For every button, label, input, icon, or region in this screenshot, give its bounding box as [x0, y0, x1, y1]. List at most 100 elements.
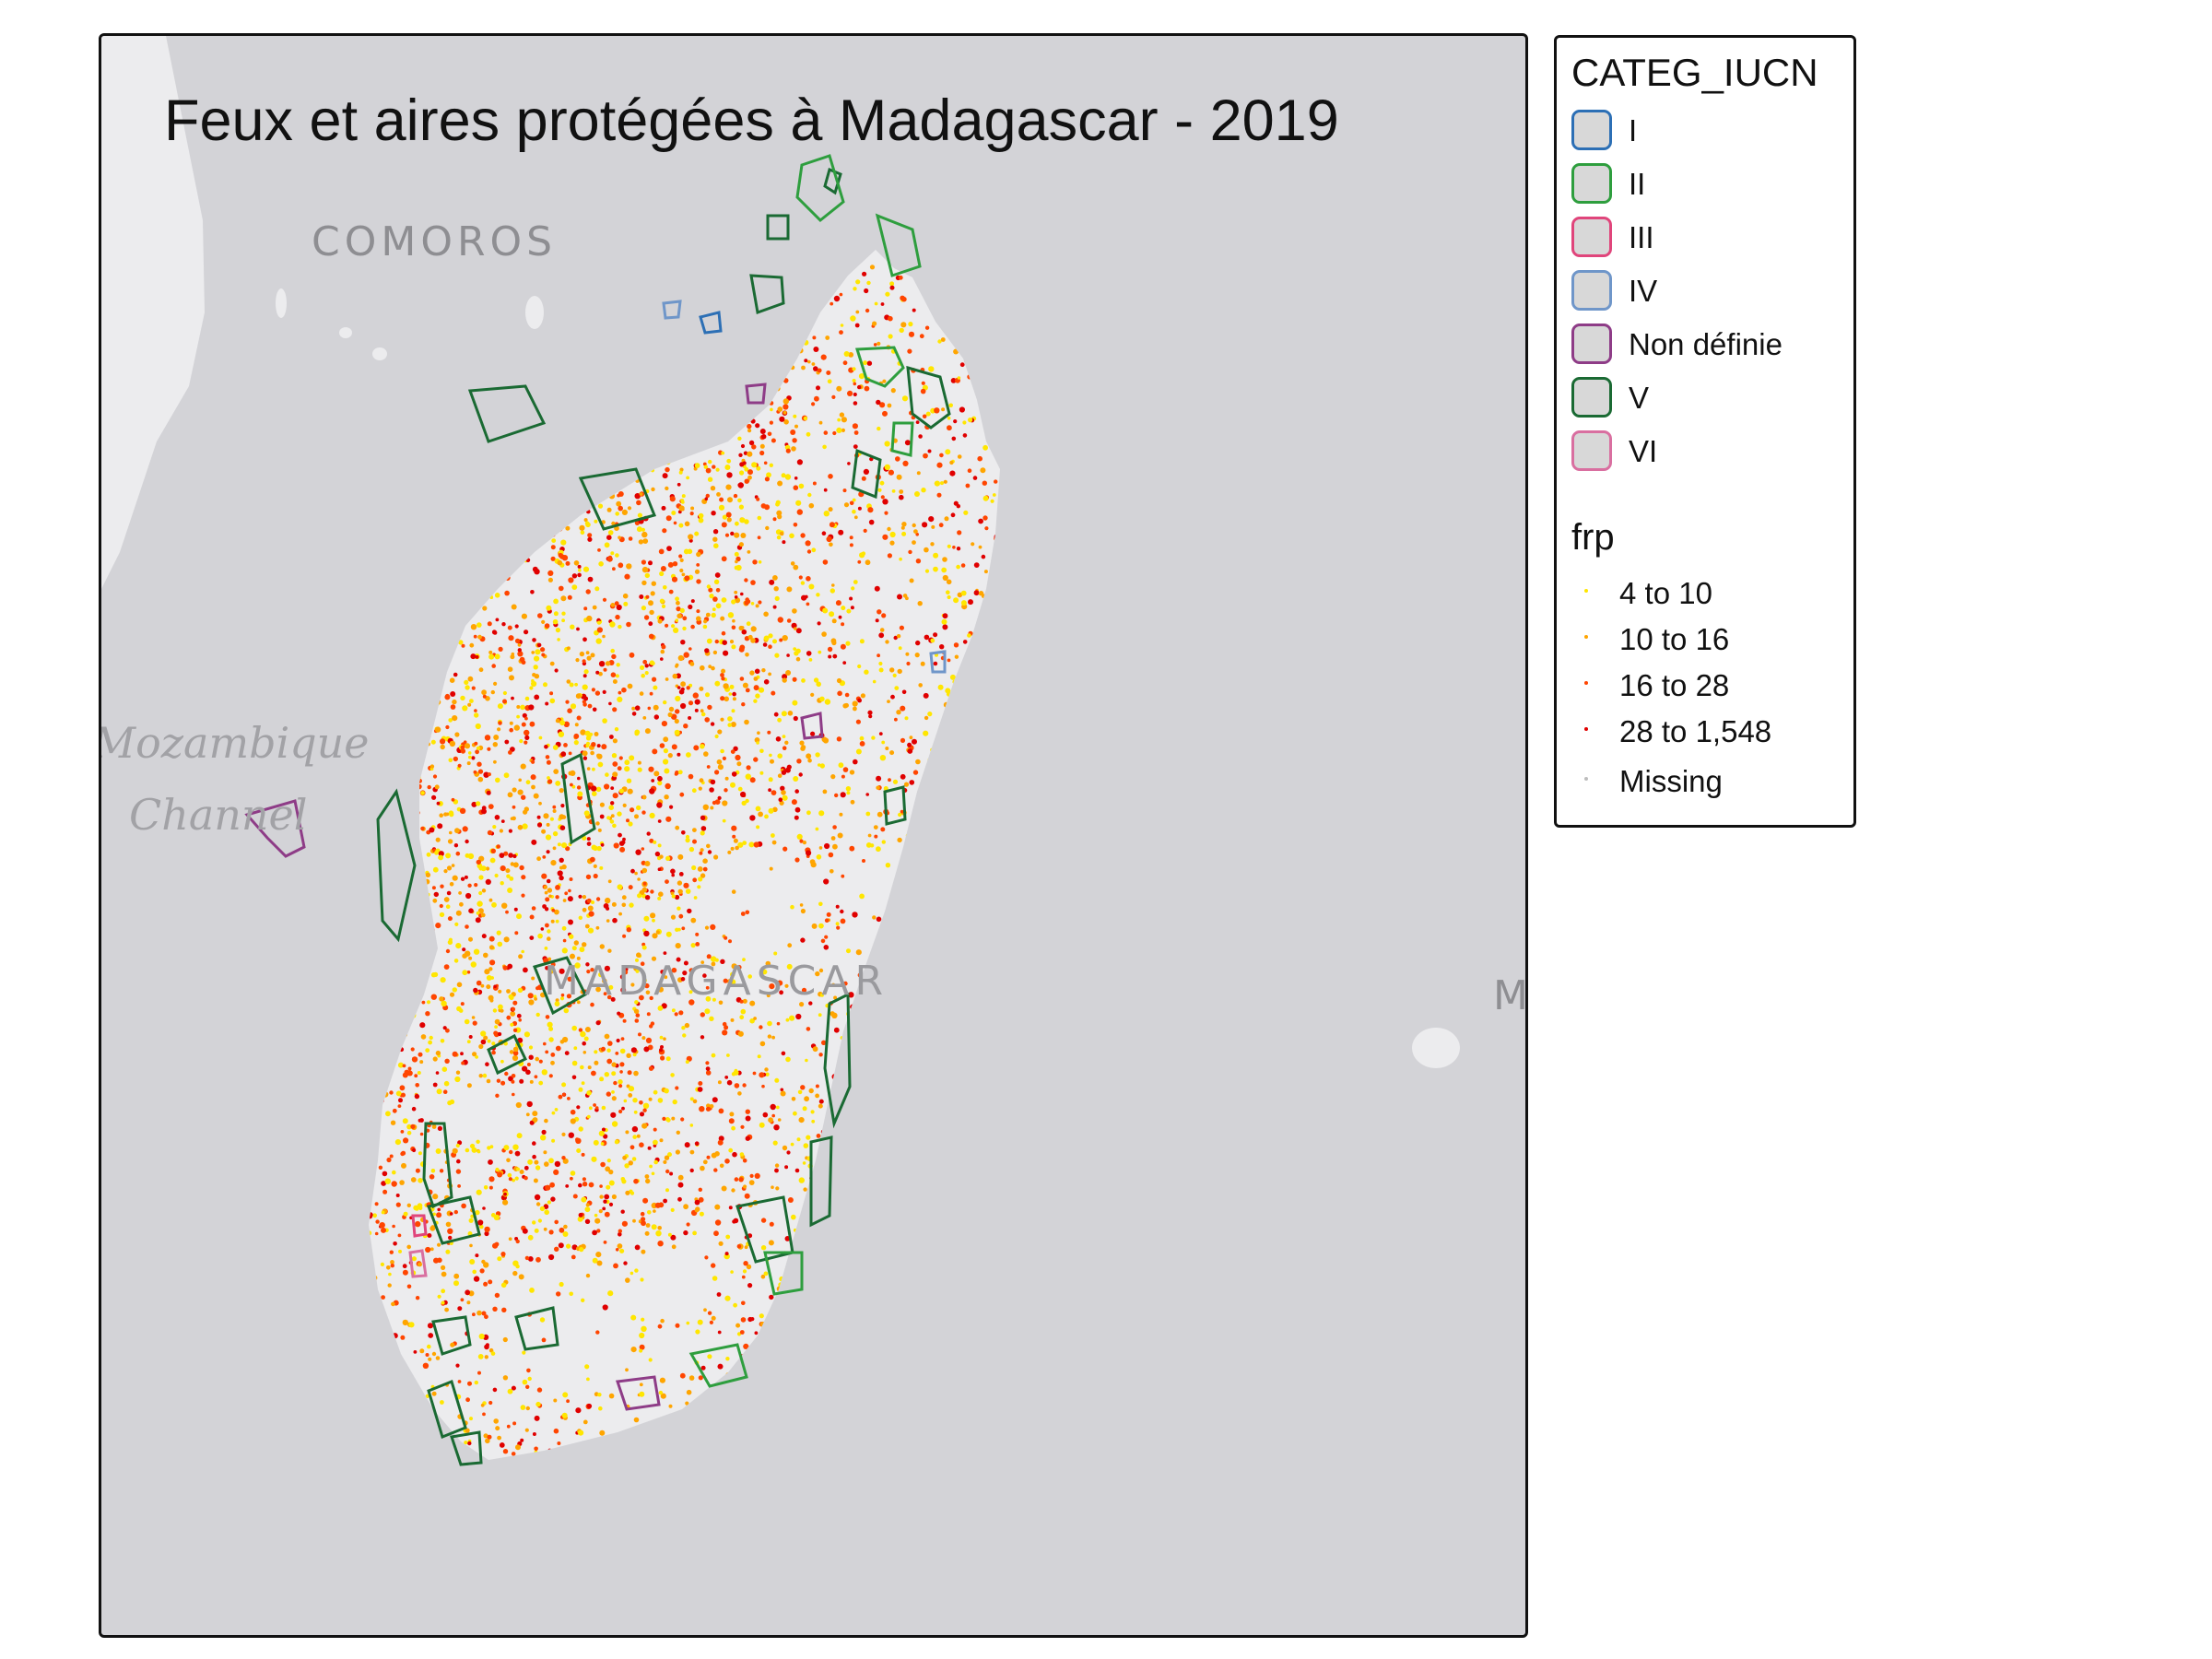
fire-point [780, 785, 785, 791]
fire-point [803, 1143, 809, 1148]
fire-point [612, 567, 616, 571]
fire-point [381, 1210, 385, 1215]
fire-point [879, 1009, 883, 1013]
fire-point [842, 767, 849, 772]
fire-point [458, 296, 465, 302]
fire-point [702, 624, 708, 629]
fire-point [637, 877, 641, 881]
fire-point [526, 1100, 533, 1108]
fire-point [578, 915, 582, 920]
fire-point [445, 1249, 451, 1254]
fire-point [386, 822, 391, 827]
fire-point [976, 912, 982, 919]
fire-point [800, 581, 806, 585]
fire-point [610, 1112, 617, 1118]
fire-point [484, 1355, 488, 1359]
fire-point [936, 462, 943, 468]
fire-point [379, 1065, 383, 1069]
fire-point [681, 830, 686, 835]
fire-point [683, 960, 688, 966]
fire-point [721, 327, 727, 333]
fire-point [822, 1348, 828, 1355]
fire-point [949, 460, 954, 465]
fire-point [497, 316, 502, 323]
fire-point [394, 1388, 400, 1394]
fire-point [656, 1450, 662, 1455]
fire-point [547, 368, 553, 373]
fire-point [389, 985, 394, 991]
fire-point [405, 792, 410, 797]
fire-point [790, 1304, 796, 1311]
fire-point [619, 277, 624, 283]
fire-point [732, 1151, 737, 1158]
fire-point [618, 465, 624, 471]
fire-point [370, 871, 376, 878]
fire-point [443, 1440, 449, 1446]
fire-point [667, 1232, 672, 1237]
fire-point [843, 502, 850, 508]
fire-point [384, 468, 391, 475]
fire-point [823, 945, 830, 950]
fire-point [827, 379, 832, 384]
fire-point [658, 1390, 664, 1395]
fire-point [482, 1206, 486, 1210]
fire-point [371, 410, 377, 417]
fire-point [794, 1168, 800, 1173]
fire-point [651, 487, 655, 492]
fire-point [550, 453, 556, 458]
fire-point [743, 359, 747, 364]
fire-point [449, 830, 453, 835]
fire-point [559, 1227, 565, 1233]
fire-point [477, 900, 483, 907]
fire-point [865, 793, 869, 796]
fire-point [561, 1156, 566, 1160]
fire-point [961, 1314, 966, 1318]
fire-point [837, 690, 842, 697]
fire-point [549, 531, 556, 537]
fire-point [696, 551, 701, 558]
fire-point [577, 776, 581, 781]
fire-point [930, 747, 935, 752]
fire-point [854, 1362, 859, 1366]
fire-point [582, 1419, 588, 1425]
fire-point [552, 390, 559, 396]
fire-point [500, 1008, 504, 1013]
fire-point [435, 1050, 441, 1056]
fire-point [465, 1428, 470, 1433]
fire-point [818, 650, 822, 654]
fire-point [717, 729, 723, 735]
fire-point [896, 874, 900, 878]
fire-point [416, 951, 420, 956]
fire-point [552, 809, 557, 813]
fire-point [687, 548, 693, 555]
fire-point [731, 1188, 735, 1193]
fire-point [708, 587, 713, 593]
map-panel[interactable]: Feux et aires protégées à Madagascar - 2… [99, 33, 1528, 1638]
fire-point [706, 765, 711, 769]
fire-point [747, 634, 753, 640]
fire-point [399, 432, 406, 439]
fire-point [912, 308, 916, 312]
fire-point [443, 1080, 450, 1087]
fire-point [696, 616, 701, 621]
fire-point [940, 481, 944, 486]
fire-point [915, 1366, 921, 1371]
fire-point [876, 785, 880, 790]
fire-point [567, 976, 572, 982]
fire-point [711, 1315, 716, 1321]
fire-point [464, 679, 469, 686]
fire-point [457, 452, 464, 458]
fire-point [556, 298, 561, 304]
fire-point [637, 767, 642, 772]
fire-point [390, 740, 396, 747]
fire-point [406, 480, 410, 485]
fire-point [793, 715, 798, 722]
map-canvas[interactable] [101, 36, 1525, 1635]
fire-point [417, 972, 422, 978]
fire-point [409, 441, 415, 446]
fire-point [520, 763, 526, 770]
fire-point [712, 596, 718, 602]
fire-point [599, 1430, 606, 1436]
fire-point [441, 1066, 448, 1072]
mozambique-coast [101, 36, 205, 589]
